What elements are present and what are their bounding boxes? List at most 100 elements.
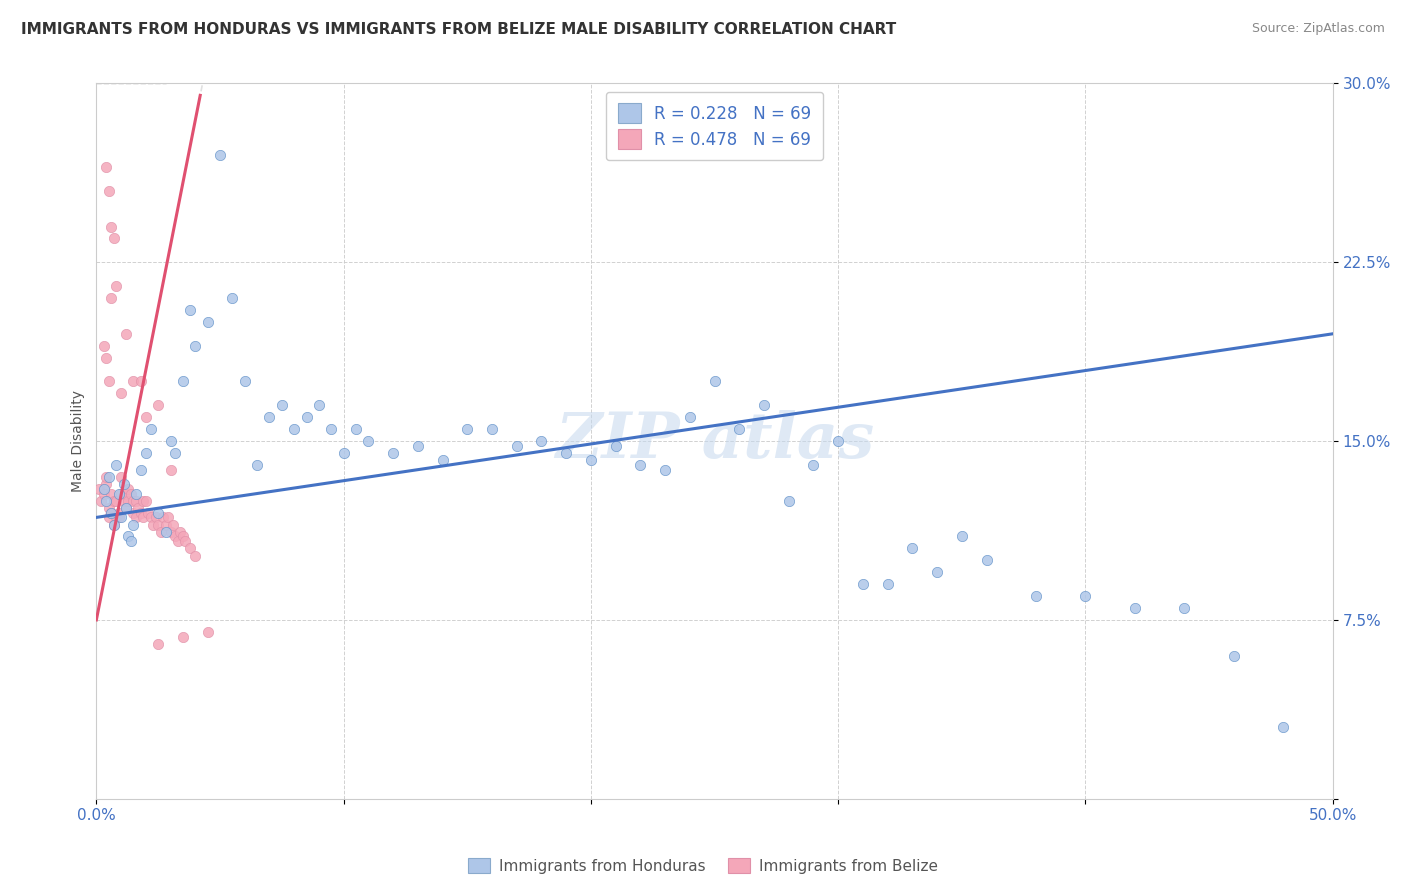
Point <box>96 160 118 174</box>
Point <box>97 510 120 524</box>
Point <box>827 434 849 449</box>
Point <box>129 463 152 477</box>
Point <box>110 486 132 500</box>
Point <box>93 339 115 353</box>
Point <box>172 630 194 644</box>
Point <box>100 219 122 234</box>
Point <box>233 375 256 389</box>
Point <box>135 446 157 460</box>
Point <box>172 375 194 389</box>
Point <box>172 529 194 543</box>
Point <box>803 458 825 472</box>
Point <box>125 486 148 500</box>
Point <box>127 500 149 515</box>
Point <box>165 446 187 460</box>
Point <box>145 510 167 524</box>
Point <box>481 422 503 436</box>
Point <box>506 439 529 453</box>
Point <box>142 517 165 532</box>
Point <box>778 493 800 508</box>
Point <box>1025 589 1047 603</box>
Point <box>97 470 120 484</box>
Point <box>120 486 142 500</box>
Point <box>125 510 148 524</box>
Point <box>162 517 184 532</box>
Point <box>97 184 120 198</box>
Point <box>179 302 201 317</box>
Point <box>135 410 157 425</box>
Point <box>169 524 191 539</box>
Point <box>100 506 122 520</box>
Point <box>100 506 122 520</box>
Point <box>139 422 162 436</box>
Point <box>752 398 775 412</box>
Point <box>976 553 998 567</box>
Y-axis label: Male Disability: Male Disability <box>72 390 86 492</box>
Point <box>208 148 231 162</box>
Point <box>139 510 162 524</box>
Legend: R = 0.228   N = 69, R = 0.478   N = 69: R = 0.228 N = 69, R = 0.478 N = 69 <box>606 92 823 161</box>
Point <box>125 493 148 508</box>
Point <box>146 398 169 412</box>
Point <box>382 446 405 460</box>
Point <box>96 477 118 491</box>
Point <box>197 315 219 329</box>
Point <box>93 482 115 496</box>
Point <box>295 410 318 425</box>
Point <box>332 446 354 460</box>
Point <box>136 506 159 520</box>
Point <box>96 470 118 484</box>
Point <box>112 477 135 491</box>
Point <box>110 386 132 401</box>
Point <box>184 339 207 353</box>
Point <box>456 422 478 436</box>
Point <box>96 493 118 508</box>
Point <box>110 510 132 524</box>
Point <box>103 517 125 532</box>
Point <box>105 510 128 524</box>
Point <box>146 637 169 651</box>
Point <box>122 375 145 389</box>
Point <box>155 524 177 539</box>
Point <box>96 351 118 365</box>
Point <box>107 486 129 500</box>
Point <box>165 529 187 543</box>
Point <box>530 434 553 449</box>
Point <box>135 493 157 508</box>
Point <box>1223 648 1246 663</box>
Point <box>555 446 578 460</box>
Legend: Immigrants from Honduras, Immigrants from Belize: Immigrants from Honduras, Immigrants fro… <box>463 852 943 880</box>
Point <box>129 506 152 520</box>
Point <box>728 422 751 436</box>
Point <box>115 486 138 500</box>
Point <box>149 524 172 539</box>
Point <box>122 506 145 520</box>
Point <box>93 486 115 500</box>
Point <box>103 231 125 245</box>
Point <box>344 422 367 436</box>
Point <box>146 506 169 520</box>
Point <box>120 534 142 549</box>
Point <box>112 493 135 508</box>
Point <box>927 566 949 580</box>
Point <box>167 534 190 549</box>
Point <box>321 422 343 436</box>
Point <box>132 510 155 524</box>
Point <box>432 453 454 467</box>
Point <box>179 541 201 556</box>
Point <box>87 482 110 496</box>
Point <box>1272 720 1295 734</box>
Point <box>159 434 181 449</box>
Point <box>103 493 125 508</box>
Point <box>221 291 243 305</box>
Point <box>132 493 155 508</box>
Point <box>117 529 139 543</box>
Text: Source: ZipAtlas.com: Source: ZipAtlas.com <box>1251 22 1385 36</box>
Point <box>97 375 120 389</box>
Point <box>115 326 138 341</box>
Point <box>197 624 219 639</box>
Point <box>246 458 269 472</box>
Point <box>105 458 128 472</box>
Point <box>1074 589 1097 603</box>
Point <box>117 493 139 508</box>
